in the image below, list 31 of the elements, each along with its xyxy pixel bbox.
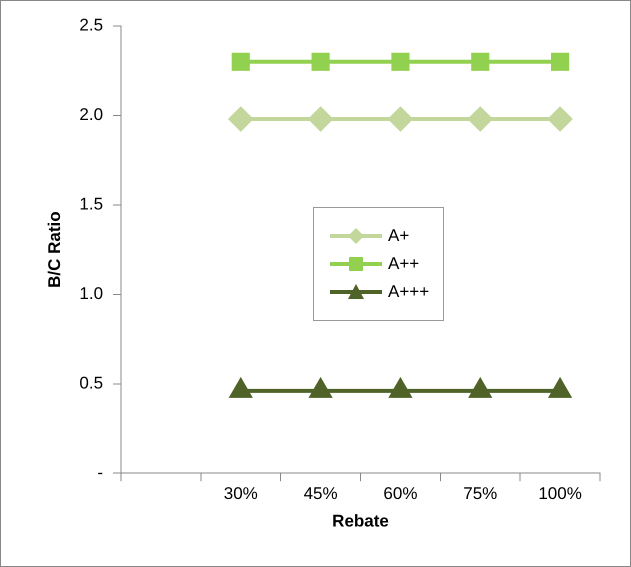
x-tick-label: 100% bbox=[538, 484, 582, 504]
point bbox=[228, 107, 253, 132]
point bbox=[232, 52, 250, 71]
point bbox=[230, 378, 252, 398]
legend-label: A+++ bbox=[388, 282, 430, 302]
x-axis-title: Rebate bbox=[332, 511, 389, 530]
point bbox=[312, 52, 330, 71]
legend-label: A++ bbox=[388, 254, 420, 274]
y-tick-label: 2.5 bbox=[79, 16, 104, 35]
x-tick-label: 30% bbox=[224, 484, 258, 504]
point bbox=[388, 107, 412, 132]
y-tick-label: 0.5 bbox=[79, 373, 104, 392]
x-tick-label: 60% bbox=[383, 484, 418, 504]
point bbox=[391, 52, 410, 71]
y-tick-label: 1.0 bbox=[79, 284, 104, 304]
y-tick-label: - bbox=[97, 462, 104, 482]
y-tick-label: 1.5 bbox=[79, 194, 104, 214]
x-tick-label: 75% bbox=[463, 484, 498, 504]
y-tick-label: 2.0 bbox=[79, 105, 104, 124]
point bbox=[551, 52, 570, 71]
legend-label: A+ bbox=[388, 226, 410, 246]
point bbox=[468, 107, 492, 132]
point bbox=[390, 378, 412, 398]
point bbox=[471, 52, 490, 71]
point bbox=[308, 107, 333, 132]
x-tick-label: 45% bbox=[304, 484, 338, 504]
point bbox=[549, 378, 571, 398]
point bbox=[310, 378, 332, 398]
y-axis-title: B/C Ratio bbox=[44, 211, 64, 288]
point bbox=[548, 107, 572, 132]
point bbox=[470, 378, 491, 398]
